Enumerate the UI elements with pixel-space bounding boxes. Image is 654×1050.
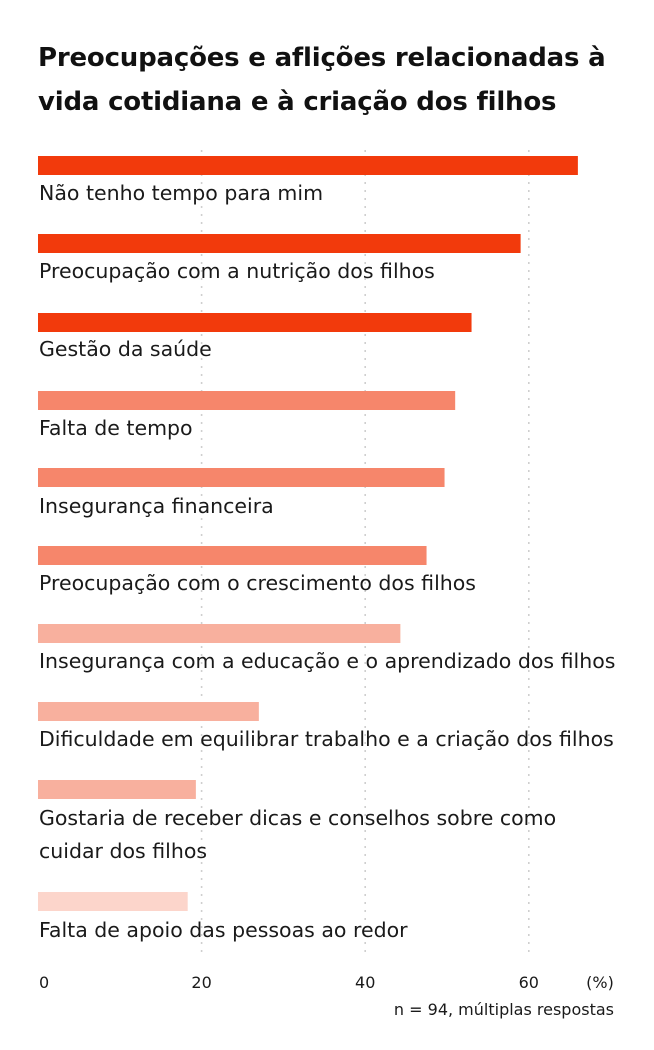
bar-7: [38, 624, 401, 643]
category-label-6: Preocupação com o crescimento dos filhos: [39, 571, 476, 595]
bar-8: [38, 702, 259, 721]
bar-6: [38, 546, 427, 565]
bar-4: [38, 391, 456, 410]
category-label-7: Insegurança com a educação e o aprendiza…: [39, 649, 615, 673]
bar-5: [38, 468, 445, 487]
category-label-2: Preocupação com a nutrição dos filhos: [39, 259, 435, 283]
x-tick-0: 0: [39, 973, 49, 992]
category-label-8: Dificuldade em equilibrar trabalho e a c…: [39, 727, 614, 751]
bars: [38, 156, 578, 911]
category-label-5: Insegurança financeira: [39, 494, 274, 518]
x-axis-unit: (%): [586, 973, 614, 992]
x-tick-40: 40: [355, 973, 375, 992]
bar-9: [38, 780, 196, 799]
bar-3: [38, 313, 472, 332]
category-label-9: Gostaria de receber dicas e conselhos so…: [39, 806, 556, 863]
x-tick-60: 60: [519, 973, 539, 992]
chart-title: Preocupações e aflições relacionadas à v…: [38, 43, 606, 117]
category-labels: Não tenho tempo para mim Preocupação com …: [39, 181, 615, 942]
sample-note: n = 94, múltiplas respostas: [393, 1000, 614, 1019]
bar-10: [38, 892, 188, 911]
category-label-10: Falta de apoio das pessoas ao redor: [39, 918, 408, 942]
category-label-1: Não tenho tempo para mim: [39, 181, 323, 205]
gridlines: [200, 150, 530, 958]
bar-1: [38, 156, 578, 175]
bar-2: [38, 234, 521, 253]
category-label-3: Gestão da saúde: [39, 337, 212, 361]
x-tick-20: 20: [191, 973, 211, 992]
category-label-4: Falta de tempo: [39, 416, 193, 440]
x-axis-ticks: 0 20 40 60 (%): [39, 973, 614, 992]
